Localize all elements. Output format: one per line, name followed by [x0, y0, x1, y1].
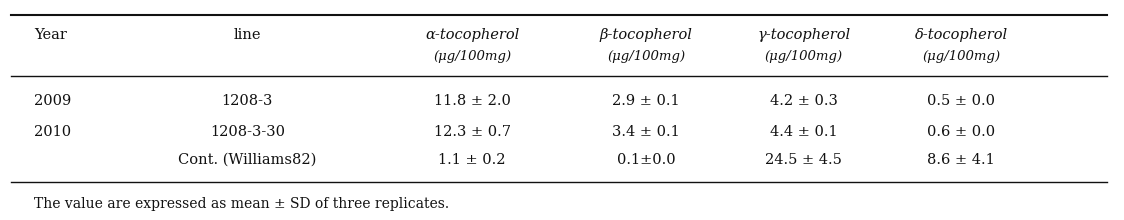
Text: (μg/100mg): (μg/100mg): [764, 50, 843, 63]
Text: 1208-3-30: 1208-3-30: [210, 125, 284, 139]
Text: β-tocopherol: β-tocopherol: [600, 28, 692, 42]
Text: 12.3 ± 0.7: 12.3 ± 0.7: [434, 125, 510, 139]
Text: 0.1±0.0: 0.1±0.0: [617, 152, 676, 167]
Text: γ-tocopherol: γ-tocopherol: [758, 28, 850, 42]
Text: (μg/100mg): (μg/100mg): [433, 50, 511, 63]
Text: The value are expressed as mean ± SD of three replicates.: The value are expressed as mean ± SD of …: [34, 196, 448, 211]
Text: Year: Year: [34, 28, 66, 42]
Text: 8.6 ± 4.1: 8.6 ± 4.1: [927, 152, 995, 167]
Text: Cont. (Williams82): Cont. (Williams82): [178, 152, 317, 167]
Text: 2.9 ± 0.1: 2.9 ± 0.1: [613, 94, 680, 108]
Text: 2010: 2010: [34, 125, 71, 139]
Text: 4.4 ± 0.1: 4.4 ± 0.1: [770, 125, 837, 139]
Text: 4.2 ± 0.3: 4.2 ± 0.3: [770, 94, 837, 108]
Text: α-tocopherol: α-tocopherol: [425, 28, 519, 42]
Text: 0.6 ± 0.0: 0.6 ± 0.0: [927, 125, 995, 139]
Text: 0.5 ± 0.0: 0.5 ± 0.0: [927, 94, 995, 108]
Text: 3.4 ± 0.1: 3.4 ± 0.1: [613, 125, 680, 139]
Text: δ-tocopherol: δ-tocopherol: [915, 28, 1007, 42]
Text: 11.8 ± 2.0: 11.8 ± 2.0: [434, 94, 510, 108]
Text: line: line: [234, 28, 261, 42]
Text: 1.1 ± 0.2: 1.1 ± 0.2: [438, 152, 506, 167]
Text: (μg/100mg): (μg/100mg): [922, 50, 1000, 63]
Text: (μg/100mg): (μg/100mg): [607, 50, 686, 63]
Text: 2009: 2009: [34, 94, 71, 108]
Text: 24.5 ± 4.5: 24.5 ± 4.5: [765, 152, 842, 167]
Text: 1208-3: 1208-3: [221, 94, 273, 108]
